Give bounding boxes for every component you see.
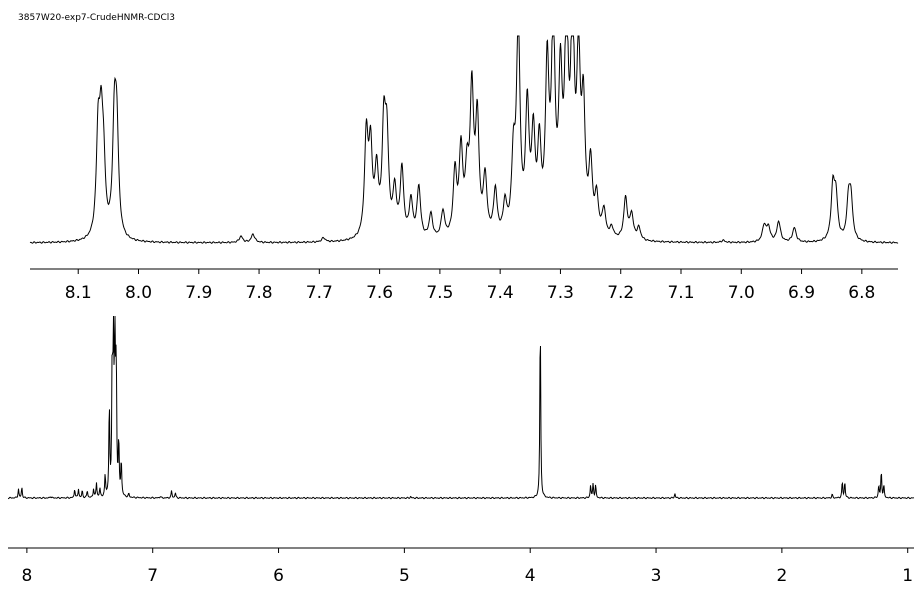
expanded-tick-label: 7.0 <box>728 283 755 303</box>
full-spectrum-trace <box>7 315 915 500</box>
expanded-tick-label: 7.1 <box>667 283 694 303</box>
full-tick-label: 3 <box>651 566 662 586</box>
full-spectrum-panel: 8 7 6 5 4 3 2 1 <box>7 315 915 586</box>
expanded-tick-label: 7.5 <box>426 283 453 303</box>
full-tick-label: 4 <box>525 566 536 586</box>
full-tick-label: 7 <box>147 566 158 586</box>
expanded-tick-label: 7.3 <box>547 283 574 303</box>
expanded-tick-label: 7.6 <box>366 283 393 303</box>
expanded-tick-label: 6.8 <box>848 283 875 303</box>
full-tick-label: 2 <box>776 566 787 586</box>
expanded-tick-label: 7.9 <box>185 283 212 303</box>
full-tick-label: 6 <box>273 566 284 586</box>
expanded-tick-label: 7.4 <box>487 283 514 303</box>
expanded-tick-label: 8.0 <box>125 283 152 303</box>
expanded-spectrum-panel: 8.1 8.0 7.9 7.8 7.7 7.6 7.5 7.4 7.3 7.2 7.1 7.0 6.9 6… <box>29 35 899 303</box>
full-tick-label: 1 <box>902 566 913 586</box>
expanded-x-ticks: 8.1 8.0 7.9 7.8 7.7 7.6 7.5 7.4 7.3 7.2 7.1 7.0 6.9 6… <box>65 269 875 303</box>
full-x-ticks: 8 7 6 5 4 3 2 1 <box>21 548 913 586</box>
expanded-tick-label: 7.8 <box>246 283 273 303</box>
spectrum-title: 3857W20-exp7-CrudeHNMR-CDCl3 <box>18 13 175 23</box>
expanded-tick-label: 7.7 <box>306 283 333 303</box>
expanded-tick-label: 7.2 <box>607 283 634 303</box>
expanded-spectrum-trace <box>29 35 899 244</box>
full-tick-label: 8 <box>21 566 32 586</box>
expanded-tick-label: 8.1 <box>65 283 92 303</box>
expanded-tick-label: 6.9 <box>788 283 815 303</box>
full-tick-label: 5 <box>399 566 410 586</box>
